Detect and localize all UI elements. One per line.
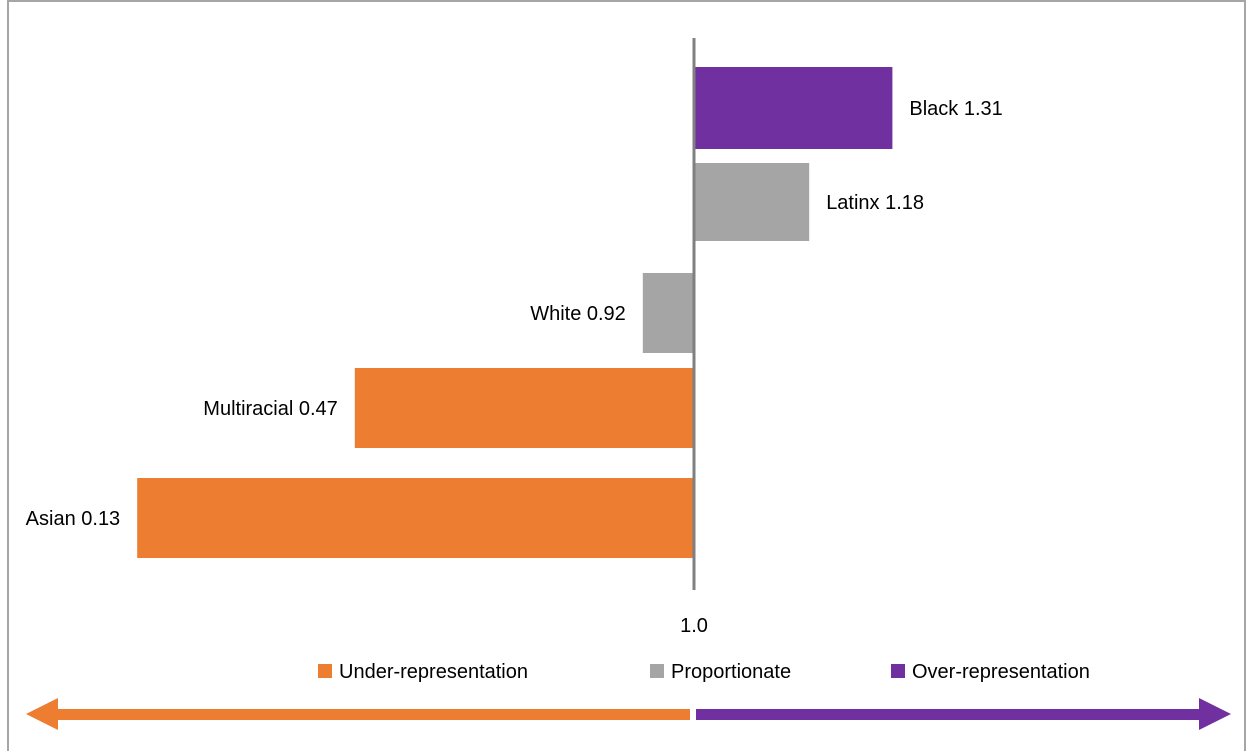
bar-label-asian: Asian 0.13 — [26, 508, 121, 530]
bar-latinx — [694, 163, 810, 241]
bar-label-white: White 0.92 — [530, 303, 626, 325]
legend: Under-representation Proportionate Over-re… — [318, 661, 1090, 683]
arrow-shaft-right — [696, 709, 1202, 720]
arrow-head-left — [26, 698, 58, 730]
bar-label-multiracial: Multiracial 0.47 — [203, 398, 338, 420]
arrow-head-right — [1199, 698, 1231, 730]
bar-label-latinx: Latinx 1.18 — [826, 192, 924, 214]
bar-black — [694, 67, 893, 149]
legend-label-under: Under-representation — [339, 661, 528, 683]
legend-swatch-over — [891, 664, 905, 678]
bar-white — [642, 273, 694, 353]
legend-label-over: Over-representation — [912, 661, 1090, 683]
legend-swatch-under — [318, 664, 332, 678]
bar-multiracial — [354, 368, 694, 448]
bars-layer — [137, 67, 893, 558]
reference-axis-label: 1.0 — [680, 615, 708, 637]
labels-layer: Black 1.31 Latinx 1.18 White 0.92 Multiraci… — [26, 98, 1003, 530]
legend-swatch-proportionate — [650, 664, 664, 678]
legend-label-proportionate: Proportionate — [671, 661, 791, 683]
bar-label-black: Black 1.31 — [909, 98, 1002, 120]
arrow-shaft-left — [50, 709, 690, 720]
direction-arrow — [26, 698, 1231, 730]
bar-asian — [137, 478, 694, 558]
